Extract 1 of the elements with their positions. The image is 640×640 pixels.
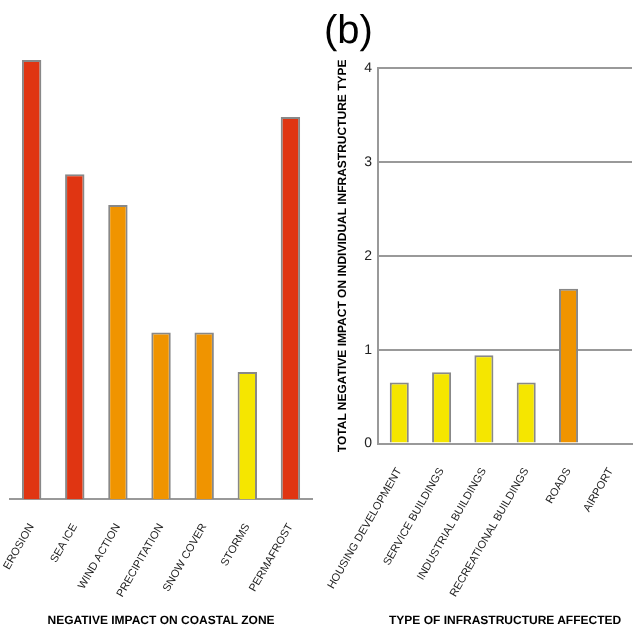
chart-title: (b) (324, 9, 373, 54)
